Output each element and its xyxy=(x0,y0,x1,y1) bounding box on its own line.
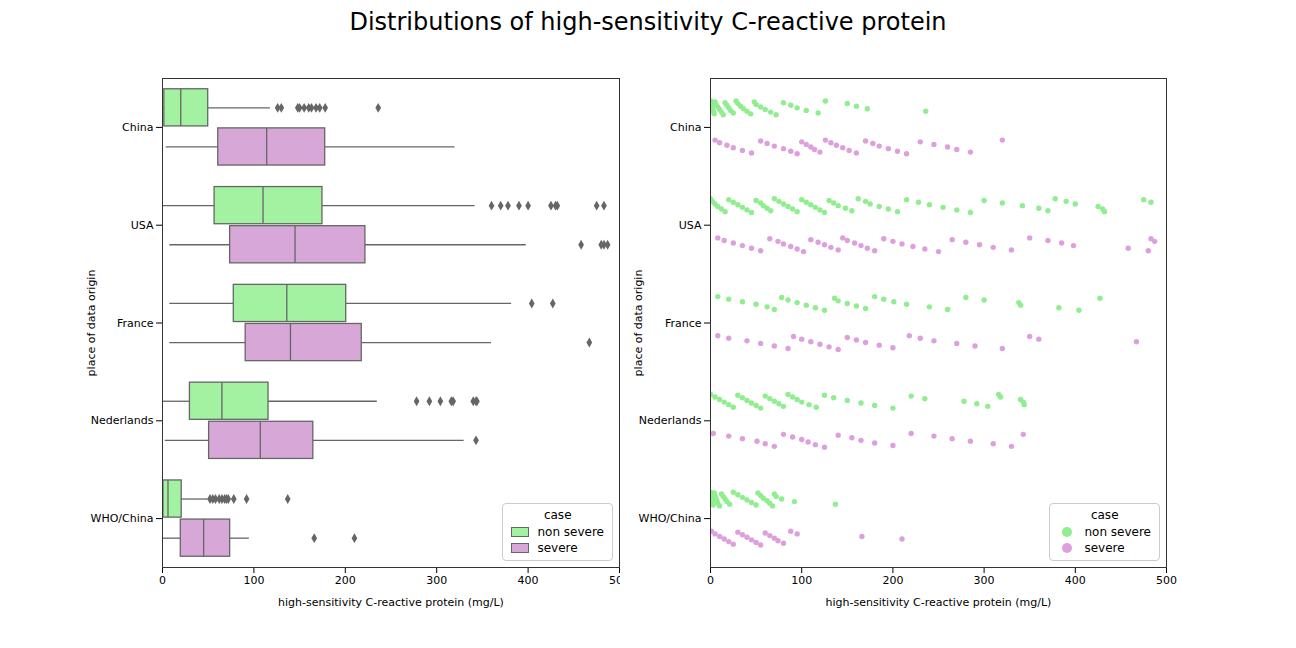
svg-text:100: 100 xyxy=(243,574,264,587)
html-text:case: case xyxy=(543,508,572,522)
svg-text:high-sensitivity C-reactive pr: high-sensitivity C-reactive protein (mg/… xyxy=(278,596,504,609)
svg-text:WHO/China: WHO/China xyxy=(639,512,702,525)
svg-text:Nederlands: Nederlands xyxy=(639,414,702,427)
svg-text:Nederlands: Nederlands xyxy=(91,414,154,427)
svg-text:200: 200 xyxy=(882,574,903,587)
svg-text:China: China xyxy=(122,121,153,134)
svg-text:300: 300 xyxy=(974,574,995,587)
svg-text:400: 400 xyxy=(1065,574,1086,587)
svg-text:place of data origin: place of data origin xyxy=(85,270,98,377)
html-text:severe: severe xyxy=(1084,541,1125,555)
svg-text:France: France xyxy=(665,317,702,330)
svg-text:300: 300 xyxy=(426,574,447,587)
html-text:Distributions of high-sensitiv: Distributions of high-sensitivity C-reac… xyxy=(349,8,947,36)
svg-text:400: 400 xyxy=(518,574,539,587)
svg-text:WHO/China: WHO/China xyxy=(91,512,154,525)
html-text:case: case xyxy=(1090,508,1119,522)
html-text:non severe: non severe xyxy=(1084,525,1151,539)
svg-text:France: France xyxy=(117,317,154,330)
svg-text:USA: USA xyxy=(131,219,154,232)
svg-text:China: China xyxy=(670,121,701,134)
svg-text:0: 0 xyxy=(159,574,166,587)
svg-text:200: 200 xyxy=(335,574,356,587)
svg-text:place of data origin: place of data origin xyxy=(632,270,645,377)
svg-text:USA: USA xyxy=(679,219,702,232)
svg-text:100: 100 xyxy=(791,574,812,587)
svg-text:high-sensitivity C-reactive pr: high-sensitivity C-reactive protein (mg/… xyxy=(826,596,1052,609)
html-text:non severe: non severe xyxy=(537,525,604,539)
svg-text:0: 0 xyxy=(707,574,714,587)
html-text:severe: severe xyxy=(537,541,578,555)
svg-text:500: 500 xyxy=(1156,574,1177,587)
